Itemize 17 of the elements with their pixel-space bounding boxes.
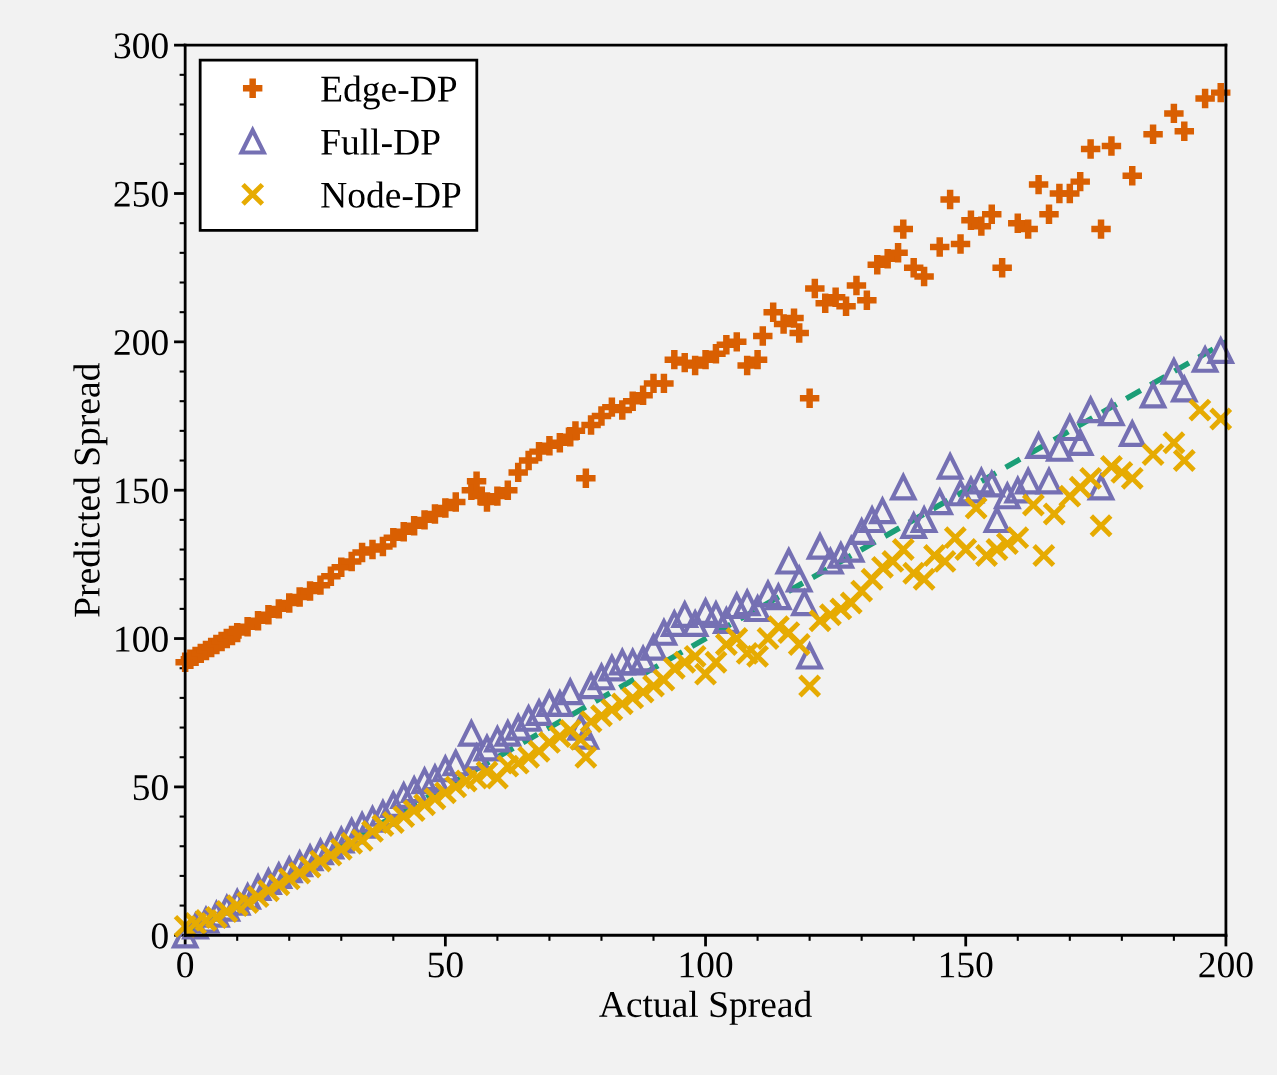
x-tick-label: 50 bbox=[428, 952, 463, 978]
y-tick-label: 200 bbox=[114, 329, 168, 356]
y-tick-label: 300 bbox=[114, 33, 168, 59]
x-tick-label: 0 bbox=[177, 952, 194, 978]
x-tick-label: 150 bbox=[940, 952, 993, 978]
y-axis-title: Predicted Spread bbox=[73, 363, 108, 617]
legend-label: Edge-DP bbox=[321, 75, 457, 110]
y-tick-label: 100 bbox=[116, 626, 168, 652]
y-tick-label: 250 bbox=[114, 181, 168, 207]
x-tick-label: 200 bbox=[1199, 952, 1253, 978]
y-tick-label: 50 bbox=[133, 774, 168, 801]
y-tick-label: 0 bbox=[151, 923, 168, 949]
x-tick-label: 100 bbox=[680, 952, 733, 978]
legend-label: Full-DP bbox=[321, 128, 440, 155]
legend-label: Node-DP bbox=[321, 181, 461, 208]
x-axis-title: Actual Spread bbox=[599, 990, 812, 1025]
y-tick-label: 150 bbox=[116, 478, 168, 504]
